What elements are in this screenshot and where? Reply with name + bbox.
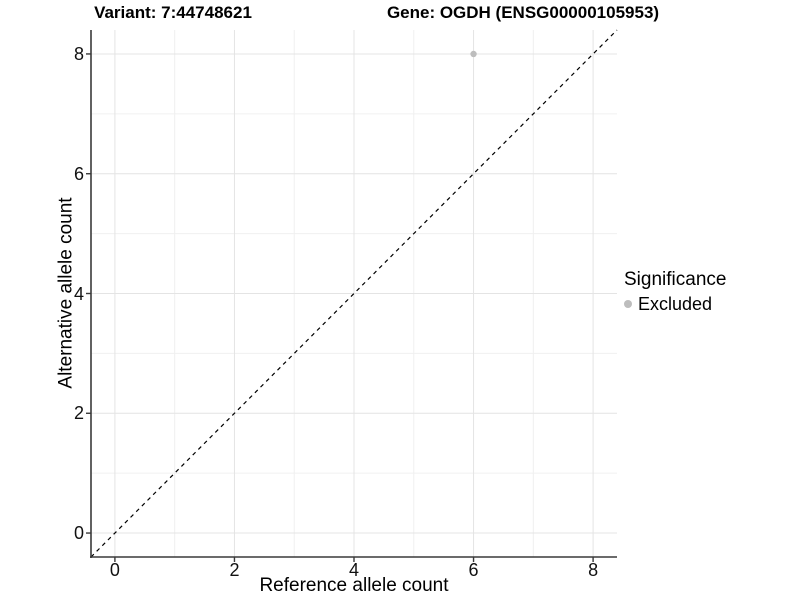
y-tick-label: 2 — [73, 403, 84, 424]
legend-title: Significance — [624, 269, 727, 290]
data-point-excluded — [470, 50, 477, 58]
legend-item-label: Excluded — [638, 294, 713, 314]
y-tick-label: 8 — [73, 43, 84, 64]
excluded-point-icon — [624, 300, 632, 308]
legend: Significance Excluded — [624, 268, 726, 314]
y-tick-label: 4 — [73, 283, 84, 304]
x-tick-label: 2 — [229, 560, 240, 580]
x-tick-label: 0 — [109, 560, 120, 580]
y-axis-title: Alternative allele count — [55, 197, 77, 389]
x-tick-label: 4 — [348, 560, 360, 580]
plot-title-gene: Gene: OGDH (ENSG00000105953) — [386, 3, 660, 22]
y-tick-label: 6 — [73, 163, 84, 184]
x-tick-label: 6 — [468, 560, 479, 580]
legend-item-excluded: Excluded — [624, 294, 726, 314]
plot-title-variant: Variant: 7:44748621 — [94, 3, 252, 22]
x-tick-label: 8 — [588, 560, 599, 580]
y-tick-label: 0 — [73, 523, 84, 544]
x-axis-title: Reference allele count — [259, 575, 449, 596]
